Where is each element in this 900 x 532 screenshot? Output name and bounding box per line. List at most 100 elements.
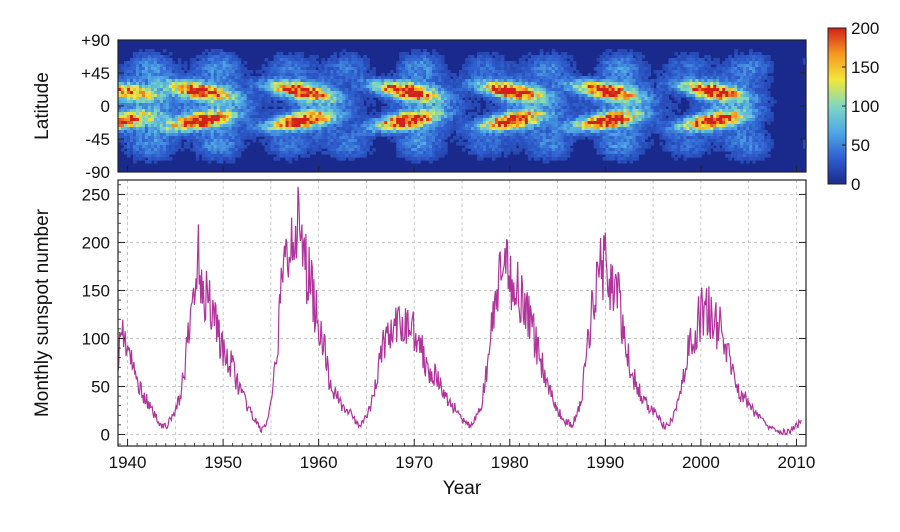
heatmap-cell (333, 130, 337, 134)
heatmap-cell (132, 160, 137, 164)
heatmap-cell (336, 100, 340, 104)
heatmap-cell (482, 61, 487, 65)
heatmap-cell (204, 67, 209, 71)
heatmap-cell (530, 127, 535, 131)
heatmap-cell (342, 85, 346, 89)
heatmap-cell (321, 115, 325, 119)
heatmap-cell (192, 97, 197, 101)
heatmap-cell (351, 64, 355, 68)
heatmap-cell (207, 151, 212, 155)
heatmap-cell (147, 157, 152, 161)
heatmap-cell (255, 79, 260, 83)
heatmap-cell (396, 61, 400, 65)
heatmap-cell (459, 91, 463, 95)
heatmap-cell (201, 58, 206, 62)
heatmap-cell (129, 127, 134, 131)
heatmap-cell (462, 76, 466, 80)
heatmap-cell (494, 109, 499, 113)
heatmap-cell (494, 151, 499, 155)
heatmap-cell (462, 112, 466, 116)
heatmap-cell (174, 133, 179, 137)
heatmap-cell (357, 103, 361, 107)
heatmap-cell (291, 103, 296, 107)
heatmap-cell (228, 154, 233, 158)
heatmap-cell (246, 79, 251, 83)
heatmap-cell (575, 88, 580, 92)
heatmap-cell (306, 64, 311, 68)
heatmap-cell (132, 73, 137, 77)
heatmap-cell (342, 76, 346, 80)
heatmap-cell (417, 145, 421, 149)
heatmap-cell (545, 112, 550, 116)
heatmap-cell (426, 118, 430, 122)
heatmap-cell (587, 97, 592, 101)
heatmap-cell (512, 112, 517, 116)
heatmap-cell (174, 130, 179, 134)
heatmap-cell (432, 103, 436, 107)
heatmap-cell (138, 154, 143, 158)
heatmap-cell (324, 109, 328, 113)
heatmap-cell (237, 85, 242, 89)
heatmap-cell (228, 124, 233, 128)
heatmap-cell (243, 100, 248, 104)
heatmap-cell (174, 148, 179, 152)
heatmap-cell (414, 82, 418, 86)
heatmap-cell (303, 94, 308, 98)
heatmap-cell (324, 145, 328, 149)
heatmap-cell (345, 148, 349, 152)
heatmap-cell (414, 76, 418, 80)
heatmap-cell (285, 139, 290, 143)
heatmap-cell (159, 139, 164, 143)
heatmap-cell (159, 154, 164, 158)
heatmap-cell (339, 136, 343, 140)
heatmap-cell (351, 115, 355, 119)
heatmap-cell (141, 103, 146, 107)
heatmap-cell (503, 94, 508, 98)
heatmap-cell (162, 154, 167, 158)
heatmap-cell (521, 121, 526, 125)
heatmap-cell (141, 100, 146, 104)
heatmap-cell (240, 106, 245, 110)
heatmap-cell (408, 115, 412, 119)
heatmap-cell (435, 88, 439, 92)
heatmap-cell (147, 160, 152, 164)
heatmap-cell (183, 124, 188, 128)
heatmap-cell (330, 64, 334, 68)
heatmap-cell (447, 91, 451, 95)
heatmap-cell (539, 97, 544, 101)
heatmap-cell (153, 58, 158, 62)
heatmap-cell (411, 85, 415, 89)
heatmap-cell (192, 136, 197, 140)
heatmap-cell (285, 91, 290, 95)
heatmap-cell (366, 130, 370, 134)
heatmap-cell (566, 106, 571, 110)
heatmap-cell (315, 139, 320, 143)
heatmap-cell (312, 73, 317, 77)
heatmap-cell (333, 73, 337, 77)
heatmap-cell (354, 97, 358, 101)
heatmap-cell (159, 88, 164, 92)
heatmap-cell (279, 151, 284, 155)
heatmap-cell (171, 61, 176, 65)
heatmap-cell (330, 55, 334, 59)
heatmap-cell (411, 103, 415, 107)
heatmap-cell (459, 94, 463, 98)
heatmap-cell (473, 136, 478, 140)
heatmap-cell (557, 61, 562, 65)
heatmap-cell (572, 94, 577, 98)
heatmap-cell (515, 94, 520, 98)
heatmap-cell (527, 70, 532, 74)
heatmap-cell (258, 139, 263, 143)
heatmap-cell (369, 100, 373, 104)
heatmap-cell (276, 103, 281, 107)
heatmap-cell (542, 64, 547, 68)
heatmap-cell (255, 127, 260, 131)
heatmap-cell (129, 88, 134, 92)
heatmap-cell (303, 82, 308, 86)
heatmap-cell (327, 115, 331, 119)
heatmap-cell (536, 64, 541, 68)
heatmap-cell (563, 58, 568, 62)
heatmap-cell (141, 64, 146, 68)
heatmap-cell (557, 154, 562, 158)
heatmap-cell (306, 112, 311, 116)
